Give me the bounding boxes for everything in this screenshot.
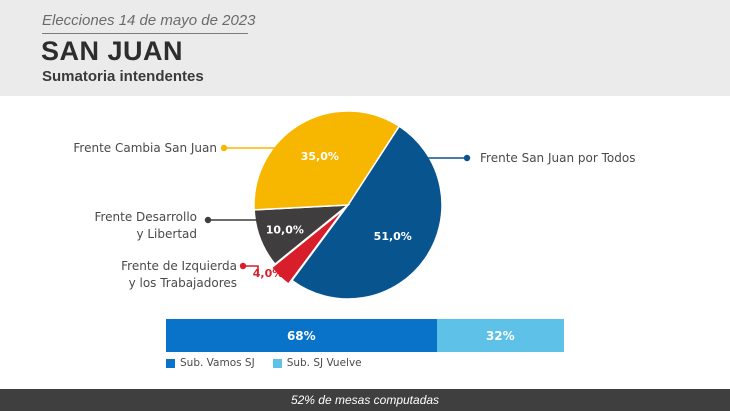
callout-dot	[463, 154, 471, 162]
slice-name-label: Frente de Izquierda y los Trabajadores	[121, 259, 237, 290]
header-divider	[42, 33, 248, 34]
bar-segment-label: 68%	[286, 328, 316, 343]
footer-text: 52% de mesas computadas	[290, 393, 440, 407]
callout-line	[243, 265, 259, 273]
legend-item: Sub. Vamos SJ	[166, 357, 255, 369]
legend-label: Sub. Vamos SJ	[180, 357, 255, 369]
bar-legend: Sub. Vamos SJ Sub. SJ Vuelve	[166, 357, 362, 369]
bar-segment-label: 32%	[485, 328, 515, 343]
slice-value-label: 35,0%	[301, 150, 339, 163]
pie-slice-frente-san-juan-por-todos	[290, 125, 443, 300]
slice-value-label: 10,0%	[266, 223, 304, 236]
legend-swatch	[166, 358, 175, 368]
slice-name-label: Frente Cambia San Juan	[73, 141, 217, 155]
footer-band: 52% de mesas computadas	[0, 389, 730, 411]
stacked-bar: 68% 32%	[166, 319, 564, 352]
pie-slice-frente-cambia-san-juan	[253, 110, 401, 211]
pie-chart: 51,0% 4,0% 10,0% 35,0% Frente San Juan por T…	[73, 110, 635, 300]
legend-label: Sub. SJ Vuelve	[286, 357, 362, 369]
slice-name-label: Frente San Juan por Todos	[480, 151, 635, 165]
pie-slice-frente-de-izquierda-y-los-trabajadores	[270, 208, 346, 286]
bar-segment-1: 68%	[166, 319, 437, 352]
page-subtitle: Sumatoria intendentes	[42, 68, 204, 85]
slice-name-label: Frente Desarrollo y Libertad	[94, 210, 197, 241]
legend-item: Sub. SJ Vuelve	[272, 357, 362, 369]
callout-dot	[220, 144, 228, 152]
callout-dot	[204, 216, 212, 224]
legend-swatch	[272, 358, 282, 368]
slice-value-label: 51,0%	[374, 230, 412, 243]
election-date: Elecciones 14 de mayo de 2023	[42, 12, 256, 29]
header-band: Elecciones 14 de mayo de 2023 SAN JUAN S…	[0, 0, 730, 96]
callout-dot	[239, 262, 247, 270]
slice-value-label: 4,0%	[253, 267, 284, 280]
bar-segment-2: 32%	[436, 319, 564, 352]
page-title: SAN JUAN	[41, 36, 184, 66]
